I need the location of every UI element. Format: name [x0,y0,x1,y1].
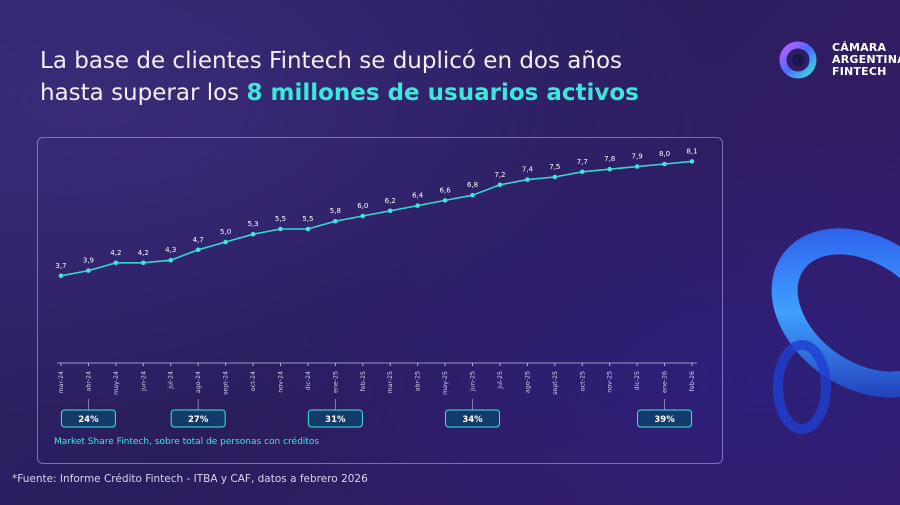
data-label: 6,4 [412,192,424,200]
x-tick-label: may-24 [113,371,120,395]
data-point [607,166,612,172]
chart-title: La base de clientes Fintech se duplicó e… [40,45,639,109]
data-label: 6,8 [467,181,478,189]
decorative-ring-small [773,340,831,434]
data-label: 5,0 [220,228,231,236]
data-label: 7,8 [604,155,615,163]
data-label: 8,1 [686,147,697,155]
x-tick-label: ene-26 [662,371,669,393]
data-label: 6,0 [357,202,368,210]
market-share-badge [445,409,501,428]
chart-panel [37,137,723,464]
logo-line-1: CÁMARA [832,41,887,54]
series-line [60,160,693,277]
x-tick-label: jul-24 [168,371,175,390]
x-tick-label: jun-25 [470,371,477,392]
data-label: 4,2 [110,249,121,257]
data-label: 3,7 [55,262,66,270]
data-point [470,192,475,198]
data-point [250,231,256,237]
data-label: 6,2 [385,197,396,205]
x-tick-label: mar-25 [387,371,394,393]
data-point [305,226,311,232]
x-tick-label: dic-24 [305,371,312,391]
market-share-value: 27% [188,415,209,425]
market-share-badge [60,409,116,428]
x-tick-label: nov-24 [277,371,284,393]
title-line-2: hasta superar los [40,80,247,106]
market-share-label: Market Share Fintech, sobre total de per… [54,437,320,447]
x-tick-label: jun-24 [140,371,147,392]
data-point [579,169,585,175]
data-label: 4,3 [165,246,176,254]
data-point [360,213,366,219]
market-share-badge [170,409,226,428]
data-label: 7,4 [522,166,534,174]
market-share-value: 39% [654,415,675,425]
data-point [141,260,146,266]
logo-line-2: ARGENTINA [832,53,900,66]
data-label: 5,8 [330,207,341,215]
x-tick-label: mar-24 [58,371,65,393]
camara-fintech-logo: CÁMARA ARGENTINA FINTECH [776,40,900,80]
market-share-badge [307,409,363,428]
market-share-value: 24% [78,415,99,425]
data-point [333,218,338,224]
data-point [86,268,91,273]
data-point [58,273,64,279]
data-label: 7,9 [632,153,643,161]
data-label: 7,7 [577,158,588,166]
x-tick-label: oct-24 [250,371,257,391]
x-tick-label: abr-25 [415,371,422,391]
data-point [168,257,174,263]
x-tick-label: ago-25 [524,371,531,393]
decorative-ring-large [771,228,900,398]
source-footnote: *Fuente: Informe Crédito Fintech - ITBA … [12,473,368,485]
data-label: 4,2 [138,249,149,257]
data-label: 4,7 [193,236,204,244]
x-tick-label: ene-25 [332,371,339,393]
x-tick-label: oct-25 [579,371,586,391]
data-point [634,164,640,169]
data-label: 5,3 [247,220,258,228]
title-line-1: La base de clientes Fintech se duplicó e… [40,48,623,74]
logo-ring-icon [779,41,817,79]
logo-text: CÁMARA ARGENTINA FINTECH [832,42,900,78]
x-tick-label: sept-24 [223,371,230,395]
data-point [689,159,695,164]
data-point [525,177,530,182]
x-tick-label: abr-24 [85,371,92,391]
data-point [195,247,201,253]
data-point [662,161,667,167]
data-point [223,239,228,245]
x-tick-label: jul-25 [497,371,504,390]
data-label: 8,0 [659,150,670,158]
x-tick-label: nov-25 [607,371,614,393]
data-point [113,260,119,266]
x-tick-label: sept-25 [552,371,559,395]
data-point [497,182,503,188]
data-label: 5,5 [275,215,286,223]
data-label: 7,2 [494,171,505,179]
x-tick-label: feb-26 [689,371,696,391]
data-point [442,198,448,203]
logo-line-3: FINTECH [832,65,887,78]
market-share-value: 31% [325,415,346,425]
data-label: 3,9 [83,257,94,265]
data-point [415,203,420,208]
data-point [387,208,393,214]
data-label: 7,5 [549,163,560,171]
data-label: 5,5 [302,215,313,223]
x-tick-label: may-25 [442,371,449,395]
data-point [278,226,283,232]
x-tick-label: dic-25 [634,371,641,391]
data-point [552,174,558,180]
x-tick-label: ago-24 [195,371,202,393]
market-share-badge [637,409,693,428]
title-highlight: 8 millones de usuarios activos [246,80,639,106]
data-label: 6,6 [440,186,452,194]
x-tick-label: feb-25 [360,371,367,391]
market-share-value: 34% [462,415,483,425]
